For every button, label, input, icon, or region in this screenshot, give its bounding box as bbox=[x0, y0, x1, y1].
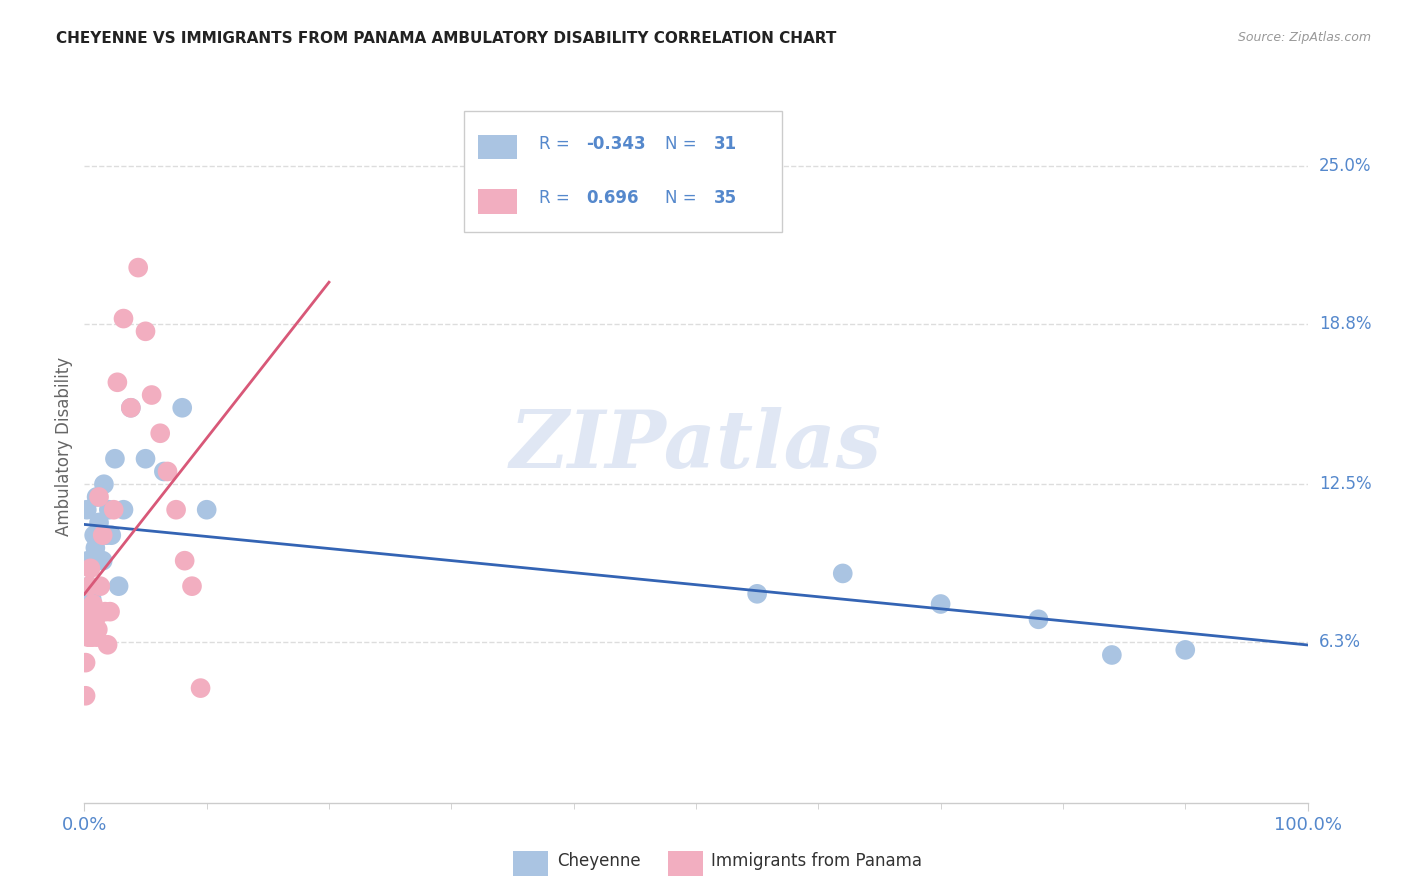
Point bbox=[75, 656, 97, 670]
Point bbox=[105, 376, 128, 390]
Text: R =: R = bbox=[540, 189, 575, 207]
Text: 31: 31 bbox=[714, 135, 737, 153]
Text: N =: N = bbox=[665, 189, 702, 207]
Point bbox=[103, 502, 125, 516]
Point bbox=[76, 623, 98, 637]
Point bbox=[87, 516, 110, 530]
Point bbox=[747, 587, 769, 601]
Point bbox=[82, 605, 104, 619]
Text: 6.3%: 6.3% bbox=[1319, 633, 1361, 651]
Text: Immigrants from Panama: Immigrants from Panama bbox=[711, 852, 922, 870]
Point bbox=[91, 528, 114, 542]
Point bbox=[77, 579, 100, 593]
Text: -0.343: -0.343 bbox=[586, 135, 645, 153]
Point bbox=[100, 528, 122, 542]
Text: 12.5%: 12.5% bbox=[1319, 475, 1371, 493]
Point bbox=[87, 490, 110, 504]
Text: 0.696: 0.696 bbox=[586, 189, 638, 207]
Point bbox=[112, 311, 135, 326]
Point bbox=[87, 623, 110, 637]
Point bbox=[77, 605, 100, 619]
Point bbox=[172, 401, 194, 415]
Point bbox=[80, 591, 103, 606]
Text: R =: R = bbox=[540, 135, 575, 153]
Point bbox=[173, 554, 195, 568]
Point bbox=[80, 630, 103, 644]
Point bbox=[79, 561, 101, 575]
Point bbox=[127, 260, 149, 275]
Point bbox=[91, 554, 114, 568]
FancyBboxPatch shape bbox=[464, 111, 782, 232]
Point bbox=[1174, 643, 1197, 657]
Point bbox=[929, 597, 952, 611]
Point bbox=[135, 324, 157, 338]
Point bbox=[181, 579, 204, 593]
Point bbox=[1101, 648, 1123, 662]
Point bbox=[1028, 612, 1050, 626]
Point bbox=[96, 528, 118, 542]
Point bbox=[75, 689, 97, 703]
Point bbox=[83, 528, 105, 542]
Point bbox=[89, 579, 111, 593]
Point bbox=[76, 502, 98, 516]
Point bbox=[77, 612, 100, 626]
FancyBboxPatch shape bbox=[478, 189, 517, 214]
Point bbox=[93, 477, 115, 491]
Point bbox=[120, 401, 142, 415]
Point bbox=[79, 630, 101, 644]
Point bbox=[86, 490, 108, 504]
Point bbox=[98, 605, 121, 619]
Point bbox=[84, 612, 107, 626]
Point bbox=[77, 630, 100, 644]
Point bbox=[94, 605, 117, 619]
Point bbox=[97, 638, 120, 652]
Point bbox=[76, 605, 98, 619]
Point bbox=[190, 681, 212, 695]
Point bbox=[156, 465, 179, 479]
Point bbox=[141, 388, 163, 402]
Point bbox=[135, 451, 157, 466]
Point bbox=[97, 502, 120, 516]
Point bbox=[87, 605, 110, 619]
FancyBboxPatch shape bbox=[478, 135, 517, 160]
Text: Cheyenne: Cheyenne bbox=[557, 852, 640, 870]
Point bbox=[77, 554, 100, 568]
Text: CHEYENNE VS IMMIGRANTS FROM PANAMA AMBULATORY DISABILITY CORRELATION CHART: CHEYENNE VS IMMIGRANTS FROM PANAMA AMBUL… bbox=[56, 31, 837, 46]
Point bbox=[79, 605, 101, 619]
Point bbox=[831, 566, 853, 581]
Point bbox=[83, 623, 105, 637]
Text: 18.8%: 18.8% bbox=[1319, 315, 1371, 333]
Point bbox=[104, 451, 127, 466]
Point bbox=[120, 401, 142, 415]
Text: Source: ZipAtlas.com: Source: ZipAtlas.com bbox=[1237, 31, 1371, 45]
Point bbox=[86, 630, 108, 644]
Point bbox=[107, 579, 129, 593]
Point bbox=[195, 502, 218, 516]
Y-axis label: Ambulatory Disability: Ambulatory Disability bbox=[55, 357, 73, 535]
Point bbox=[149, 426, 172, 441]
Text: 35: 35 bbox=[714, 189, 737, 207]
Point bbox=[82, 597, 104, 611]
Point bbox=[153, 465, 176, 479]
Text: ZIPatlas: ZIPatlas bbox=[510, 408, 882, 484]
Point bbox=[89, 528, 111, 542]
Point bbox=[165, 502, 187, 516]
Text: N =: N = bbox=[665, 135, 702, 153]
Point bbox=[84, 541, 107, 555]
Point bbox=[112, 502, 135, 516]
Text: 25.0%: 25.0% bbox=[1319, 157, 1371, 175]
Point bbox=[77, 579, 100, 593]
